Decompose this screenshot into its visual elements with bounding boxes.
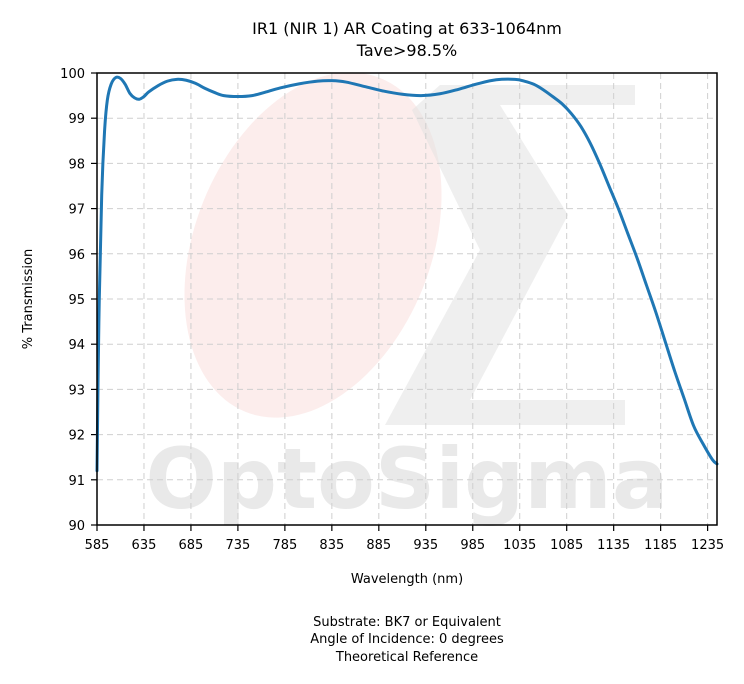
y-tick-label: 94 [68, 338, 85, 353]
y-axis-ticks: 90 91 92 93 94 95 96 97 98 99 100 [60, 67, 97, 534]
y-tick-label: 92 [68, 429, 85, 444]
watermark-brand-text: OptoSigma [145, 430, 668, 528]
x-tick-label: 985 [460, 538, 485, 553]
y-tick-label: 90 [68, 519, 85, 534]
watermark-logo: OptoSigma [145, 72, 669, 528]
transmission-series-line [95, 75, 719, 473]
x-axis-label: Wavelength (nm) [351, 572, 463, 587]
y-tick-label: 93 [68, 383, 85, 398]
x-axis-ticks: 585 635 685 735 785 835 885 935 985 1035 1085 1135 1… [85, 525, 724, 553]
y-tick-label: 99 [68, 112, 85, 127]
x-tick-label: 1135 [597, 538, 630, 553]
watermark-lens-shape [184, 72, 442, 418]
chart-title-line-2: Tave>98.5% [356, 41, 457, 60]
x-tick-label: 585 [85, 538, 110, 553]
x-tick-label: 1185 [644, 538, 677, 553]
y-tick-label: 100 [60, 67, 85, 82]
footnote-reference: Theoretical Reference [335, 650, 478, 665]
watermark-sigma-shape [385, 85, 635, 425]
chart-title-line-1: IR1 (NIR 1) AR Coating at 633-1064nm [252, 19, 562, 38]
y-tick-label: 96 [68, 248, 85, 263]
x-tick-label: 835 [319, 538, 344, 553]
y-tick-label: 98 [68, 157, 85, 172]
y-tick-label: 91 [68, 474, 85, 489]
x-tick-label: 1235 [691, 538, 724, 553]
footnote-angle: Angle of Incidence: 0 degrees [310, 632, 504, 647]
x-tick-label: 635 [132, 538, 157, 553]
plot-frame [96, 72, 718, 526]
footnote-substrate: Substrate: BK7 or Equivalent [313, 615, 501, 630]
x-tick-label: 1035 [503, 538, 536, 553]
y-axis-label: % Transmission [21, 249, 36, 349]
x-tick-label: 935 [413, 538, 438, 553]
x-tick-label: 735 [225, 538, 250, 553]
x-tick-label: 1085 [550, 538, 583, 553]
x-tick-label: 685 [179, 538, 204, 553]
series-group [95, 75, 719, 473]
x-tick-label: 785 [272, 538, 297, 553]
y-tick-label: 97 [68, 203, 85, 218]
x-tick-label: 885 [366, 538, 391, 553]
y-tick-label: 95 [68, 293, 85, 308]
